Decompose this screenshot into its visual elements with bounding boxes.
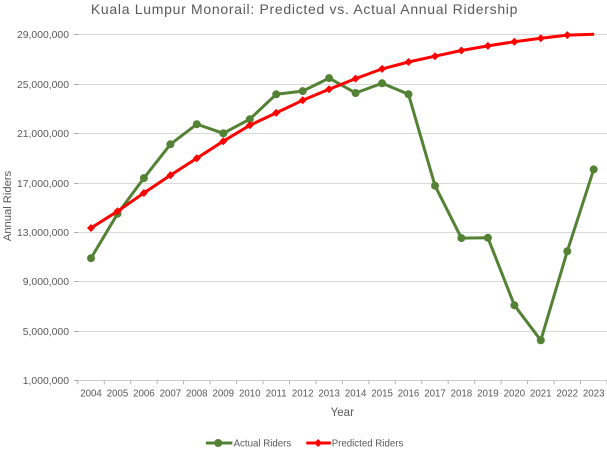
svg-text:2019: 2019 [477,388,499,399]
svg-text:2004: 2004 [80,388,102,399]
svg-text:2018: 2018 [451,388,473,399]
svg-text:Actual Riders: Actual Riders [234,439,292,450]
svg-text:29,000,000: 29,000,000 [17,30,69,41]
svg-text:2005: 2005 [107,388,129,399]
svg-text:2009: 2009 [213,388,235,399]
svg-text:1,000,000: 1,000,000 [23,376,69,387]
svg-text:25,000,000: 25,000,000 [17,80,69,91]
svg-text:2014: 2014 [345,388,367,399]
svg-text:2022: 2022 [557,388,579,399]
svg-text:2008: 2008 [186,388,208,399]
svg-text:2006: 2006 [133,388,155,399]
svg-text:2020: 2020 [504,388,526,399]
svg-text:2011: 2011 [266,388,287,399]
svg-text:2015: 2015 [371,388,393,399]
svg-text:2021: 2021 [530,388,552,399]
svg-text:Annual Riders: Annual Riders [2,170,14,241]
svg-text:21,000,000: 21,000,000 [17,129,69,140]
svg-text:13,000,000: 13,000,000 [17,228,69,239]
svg-text:2007: 2007 [160,388,182,399]
svg-text:2016: 2016 [398,388,420,399]
svg-text:Year: Year [331,407,354,419]
svg-text:5,000,000: 5,000,000 [23,327,69,338]
svg-text:Kuala Lumpur Monorail: Predict: Kuala Lumpur Monorail: Predicted vs. Act… [91,1,518,17]
svg-text:2010: 2010 [239,388,261,399]
svg-text:9,000,000: 9,000,000 [23,277,69,288]
svg-text:Predicted Riders: Predicted Riders [332,439,404,450]
svg-text:17,000,000: 17,000,000 [17,179,69,190]
svg-text:2023: 2023 [583,388,605,399]
svg-text:2013: 2013 [318,388,340,399]
svg-text:2017: 2017 [424,388,446,399]
svg-text:2012: 2012 [292,388,314,399]
